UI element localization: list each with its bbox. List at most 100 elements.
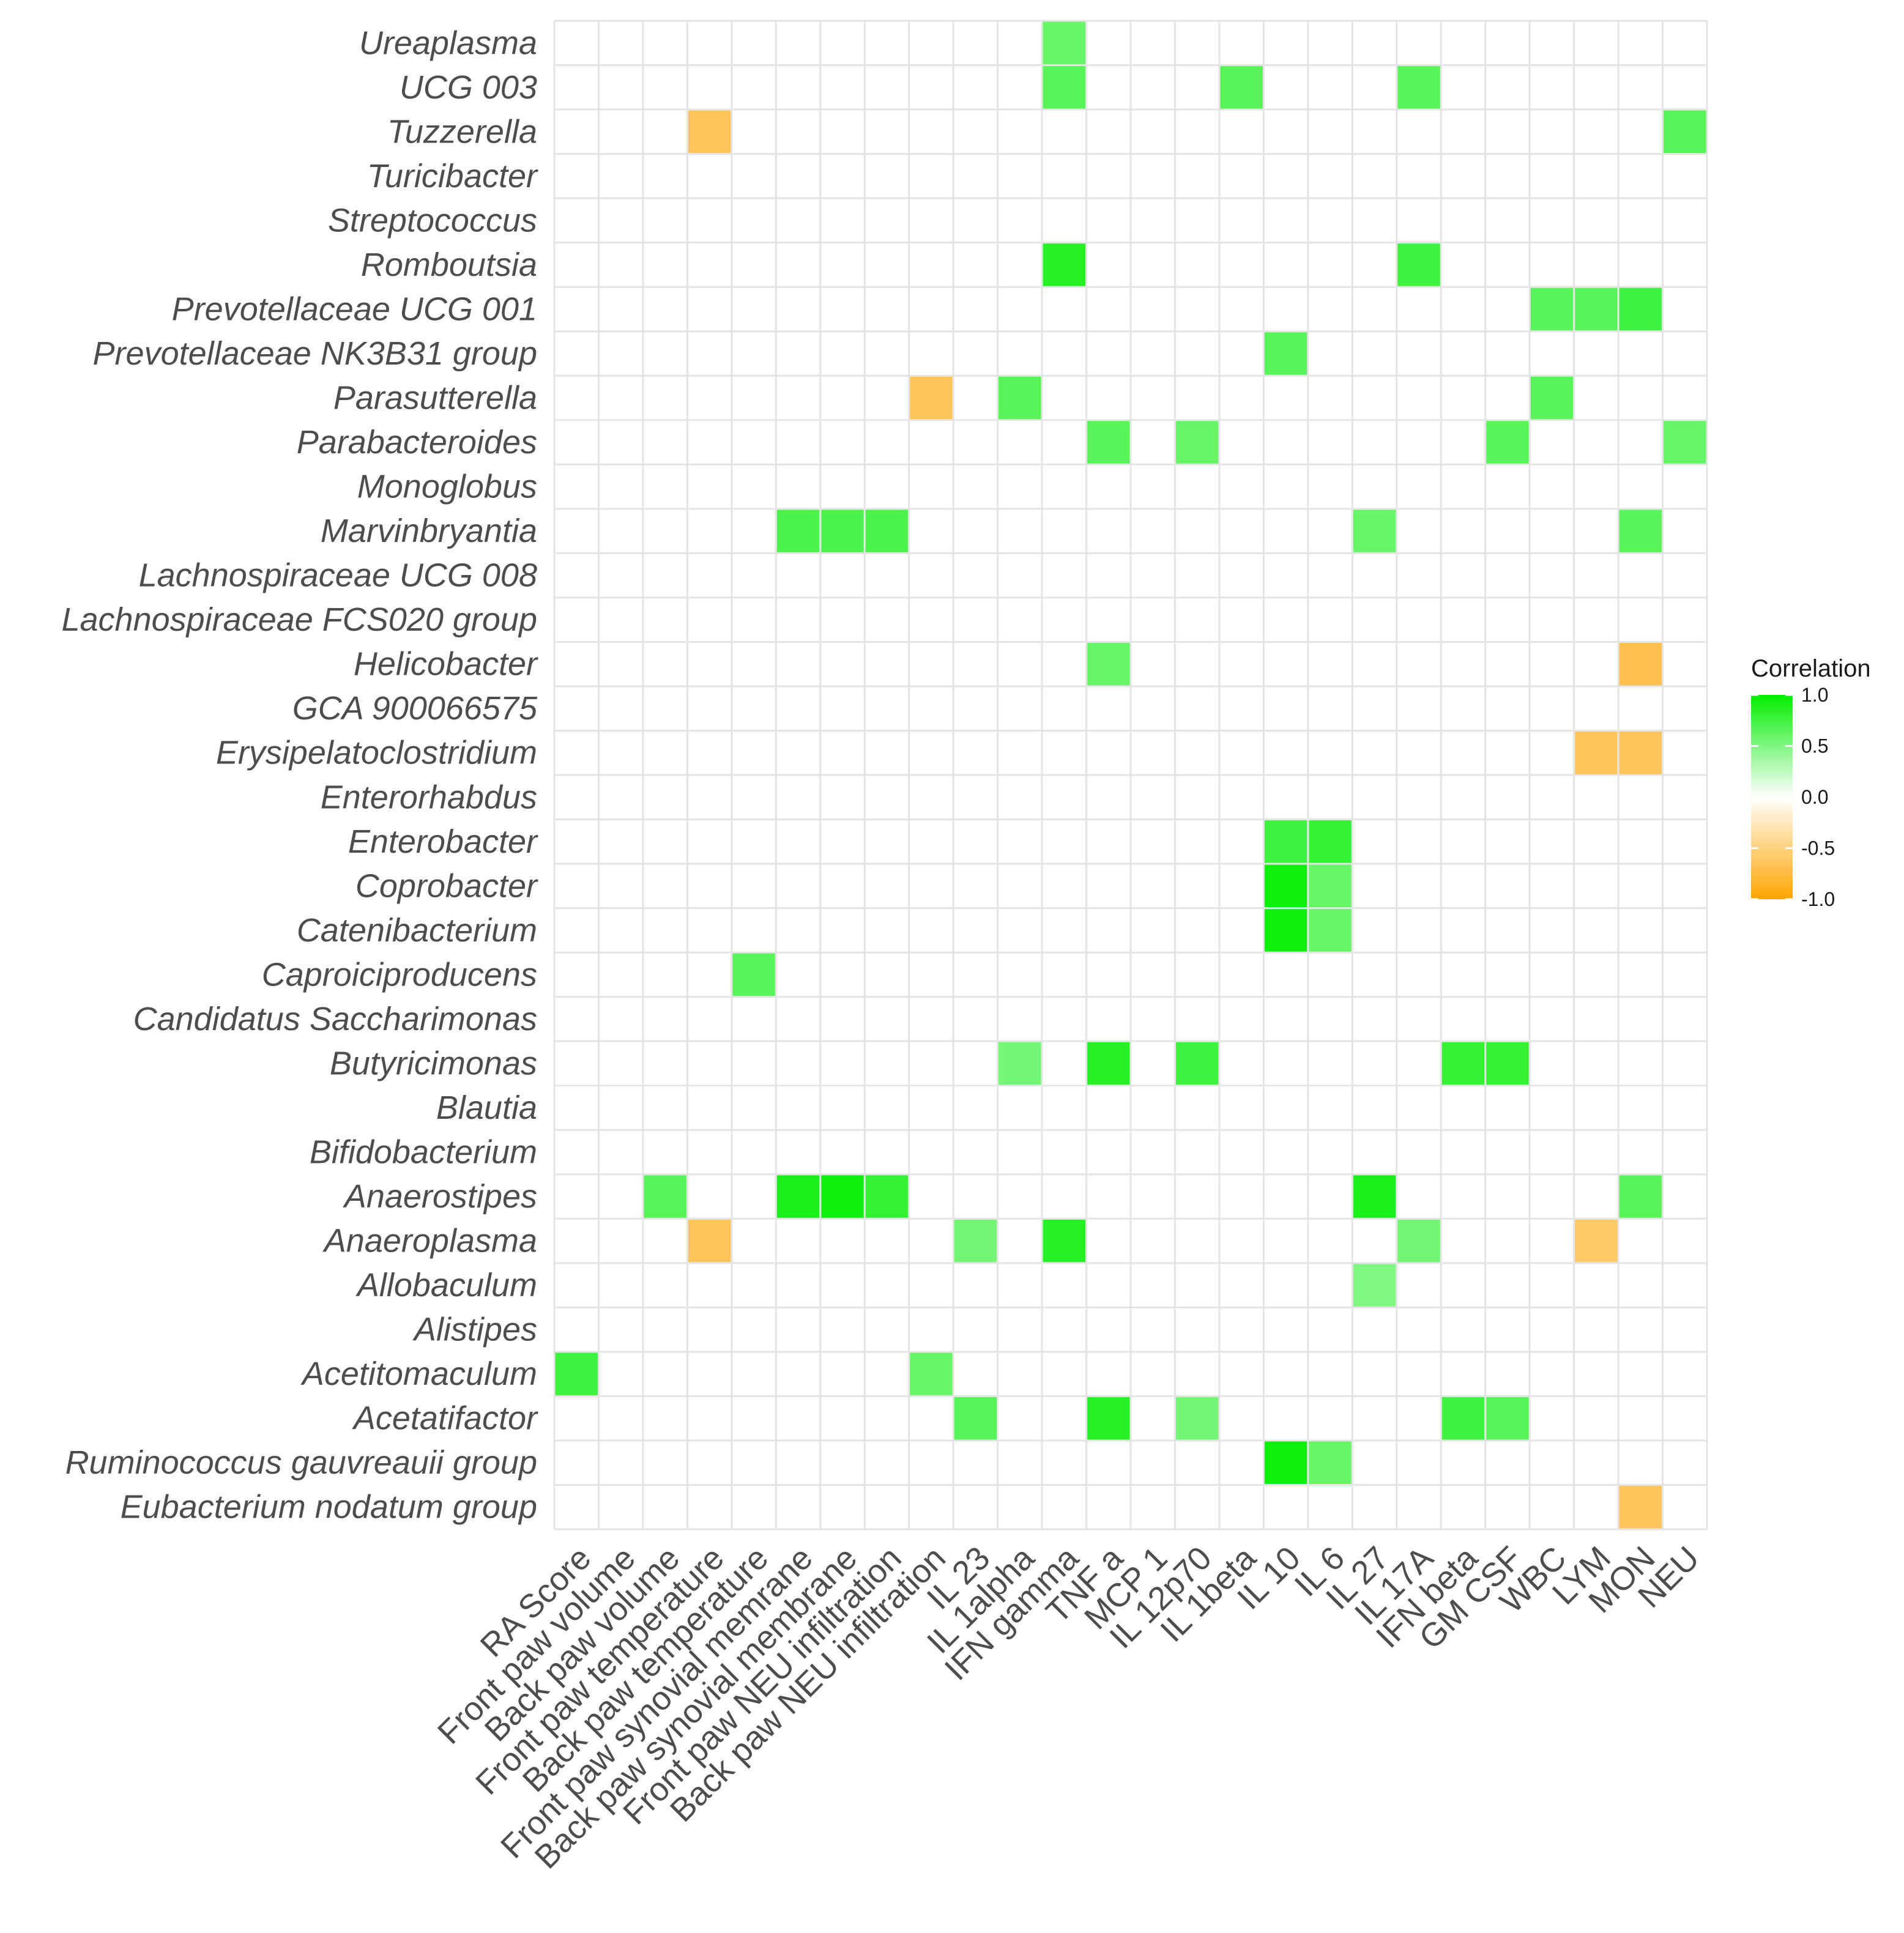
heatmap-cell-erysipelatoclostridium-mon: [1619, 731, 1662, 774]
y-label-anaeroplasma: Anaeroplasma: [322, 1223, 537, 1260]
y-axis-labels: Ureaplasma UCG 003 Tuzzerella Turicibacter S…: [61, 24, 538, 1525]
y-label-prevotellaceae-nk3b31-group: Prevotellaceae NK3B31 group: [93, 335, 537, 372]
heatmap-cell-marvinbryantia-front-paw-synovial-memrane: [776, 510, 820, 552]
y-label-eubacterium-nodatum-group: Eubacterium nodatum group: [121, 1489, 537, 1526]
y-label-romboutsia: Romboutsia: [361, 247, 537, 283]
y-label-blautia: Blautia: [436, 1089, 537, 1126]
y-label-butyricimonas: Butyricimonas: [330, 1045, 537, 1082]
heatmap-cell-anaerostipes-il-27: [1353, 1175, 1396, 1218]
heatmap-cell-acetatifactor-ifn-beta: [1441, 1397, 1485, 1440]
y-label-lachnospiraceae-fcs020-group: Lachnospiraceae FCS020 group: [61, 601, 537, 638]
heatmap-cell-catenibacterium-il-10: [1264, 909, 1307, 952]
heatmap-cell-enterobacter-il-6: [1309, 820, 1352, 863]
y-label-marvinbryantia: Marvinbryantia: [321, 513, 537, 549]
legend-tick-label: -1.0: [1801, 888, 1835, 910]
heatmap-cell-marvinbryantia-mon: [1619, 510, 1662, 552]
heatmap-cell-parasutterella-il-1alpha: [998, 376, 1041, 420]
heatmap-cell-parabacteroides-il-12p70: [1175, 421, 1219, 464]
legend: Correlation 1.0 0.5 0.0 -0.5 -1.0: [1751, 655, 1871, 910]
legend-tick-label: 1.0: [1801, 684, 1828, 706]
heatmap-cell-anaerostipes-back-paw-synovial-membrane: [821, 1175, 864, 1218]
y-label-helicobacter: Helicobacter: [354, 646, 538, 683]
heatmap-cell-parabacteroides-gm-csf: [1486, 421, 1529, 464]
heatmap-cell-butyricimonas-tnf-a: [1087, 1042, 1130, 1085]
heatmap-cell-helicobacter-mon: [1619, 642, 1662, 686]
y-label-prevotellaceae-ucg-001: Prevotellaceae UCG 001: [172, 291, 537, 327]
y-label-monoglobus: Monoglobus: [357, 469, 537, 505]
heatmap-cells: [555, 21, 1706, 1529]
heatmap-cell-ucg-003-il-17a: [1397, 66, 1440, 109]
y-label-lachnospiraceae-ucg-008: Lachnospiraceae UCG 008: [139, 557, 537, 594]
heatmap-cell-butyricimonas-il-1alpha: [998, 1042, 1041, 1085]
heatmap-cell-marvinbryantia-back-paw-synovial-membrane: [821, 510, 864, 552]
heatmap-cell-acetatifactor-il-23: [954, 1397, 997, 1440]
y-label-allobaculum: Allobaculum: [355, 1267, 537, 1304]
heatmap-cell-prevotellaceae-ucg-001-mon: [1619, 288, 1662, 331]
y-label-caproiciproducens: Caproiciproducens: [262, 956, 537, 993]
y-label-bifidobacterium: Bifidobacterium: [310, 1134, 537, 1171]
heatmap-cell-acetatifactor-tnf-a: [1087, 1397, 1130, 1440]
heatmap-cell-prevotellaceae-ucg-001-wbc: [1530, 288, 1574, 331]
heatmap-cell-allobaculum-il-27: [1353, 1264, 1396, 1307]
heatmap-cell-anaerostipes-back-paw-volume: [644, 1175, 686, 1218]
heatmap-cell-parasutterella-wbc: [1530, 376, 1574, 420]
y-label-tuzzerella: Tuzzerella: [387, 113, 537, 150]
legend-ticks: 1.0 0.5 0.0 -0.5 -1.0: [1751, 684, 1835, 910]
heatmap-cell-acetitomaculum-ra-score: [555, 1352, 598, 1395]
heatmap-cell-coprobacter-il-6: [1309, 864, 1352, 908]
y-label-coprobacter: Coprobacter: [355, 867, 538, 904]
y-label-alistipes: Alistipes: [412, 1312, 537, 1348]
y-label-candidatus-saccharimonas: Candidatus Saccharimonas: [133, 1001, 537, 1037]
heatmap-cell-parabacteroides-tnf-a: [1087, 421, 1130, 464]
heatmap-cell-erysipelatoclostridium-lym: [1575, 731, 1618, 774]
heatmap-cell-tuzzerella-neu: [1664, 110, 1706, 154]
y-label-enterorhabdus: Enterorhabdus: [321, 779, 537, 815]
heatmap-cell-coprobacter-il-10: [1264, 864, 1307, 908]
heatmap-cell-anaerostipes-front-paw-synovial-memrane: [776, 1175, 820, 1218]
y-label-streptococcus: Streptococcus: [328, 202, 537, 239]
y-label-acetitomaculum: Acetitomaculum: [300, 1356, 537, 1392]
heatmap-cell-marvinbryantia-il-27: [1353, 510, 1396, 552]
heatmap-cell-ucg-003-il-1beta: [1220, 66, 1263, 109]
heatmap-cell-ucg-003-ifn-gamma: [1043, 66, 1086, 109]
heatmap-cell-eubacterium-nodatum-group-mon: [1619, 1485, 1662, 1529]
heatmap-cell-tuzzerella-front-paw-temperature: [688, 110, 731, 154]
heatmap-cell-butyricimonas-ifn-beta: [1441, 1042, 1485, 1085]
y-label-enterobacter: Enterobacter: [348, 823, 538, 860]
y-label-erysipelatoclostridium: Erysipelatoclostridium: [216, 735, 537, 771]
heatmap-cell-anaerostipes-front-paw-neu-infiltration: [865, 1175, 909, 1218]
y-label-turicibacter: Turicibacter: [367, 158, 538, 195]
y-label-gca-900066575: GCA 900066575: [292, 690, 538, 727]
heatmap-cell-ureaplasma-ifn-gamma: [1043, 21, 1086, 65]
y-label-ruminococcus-gauvreauii-group: Ruminococcus gauvreauii group: [65, 1444, 537, 1481]
heatmap-cell-caproiciproducens-back-paw-temperature: [732, 953, 775, 996]
heatmap-cell-anaeroplasma-il-23: [954, 1219, 997, 1263]
heatmap-cell-romboutsia-ifn-gamma: [1043, 243, 1086, 286]
y-label-anaerostipes: Anaerostipes: [343, 1178, 537, 1215]
grid-lines: [553, 20, 1708, 1530]
y-label-ucg-003: UCG 003: [400, 69, 537, 106]
heatmap-cell-prevotellaceae-nk3b31-group-il-10: [1264, 332, 1307, 375]
heatmap-cell-anaeroplasma-lym: [1575, 1219, 1618, 1263]
heatmap-cell-helicobacter-tnf-a: [1087, 642, 1130, 686]
legend-tick-label: 0.0: [1801, 786, 1828, 808]
heatmap-cell-ruminococcus-gauvreauii-group-il-6: [1309, 1441, 1352, 1484]
legend-title: Correlation: [1751, 655, 1871, 682]
heatmap-cell-parabacteroides-neu: [1664, 421, 1706, 464]
y-label-acetatifactor: Acetatifactor: [352, 1400, 538, 1437]
heatmap-cell-acetitomaculum-back-paw-neu-infiltration: [910, 1352, 953, 1395]
y-label-catenibacterium: Catenibacterium: [297, 912, 537, 949]
heatmap-cell-parasutterella-back-paw-neu-infiltration: [910, 376, 953, 420]
heatmap-cell-anaeroplasma-ifn-gamma: [1043, 1219, 1086, 1263]
heatmap-cell-prevotellaceae-ucg-001-lym: [1575, 288, 1618, 331]
y-label-parabacteroides: Parabacteroides: [297, 424, 537, 461]
heatmap-cell-romboutsia-il-17a: [1397, 243, 1440, 286]
heatmap-cell-acetatifactor-il-12p70: [1175, 1397, 1219, 1440]
heatmap-cell-anaeroplasma-il-17a: [1397, 1219, 1440, 1263]
y-label-ureaplasma: Ureaplasma: [359, 24, 537, 61]
heatmap-cell-enterobacter-il-10: [1264, 820, 1307, 863]
y-label-parasutterella: Parasutterella: [333, 380, 537, 417]
heatmap-cell-anaerostipes-mon: [1619, 1175, 1662, 1218]
legend-tick-label: -0.5: [1801, 837, 1835, 859]
